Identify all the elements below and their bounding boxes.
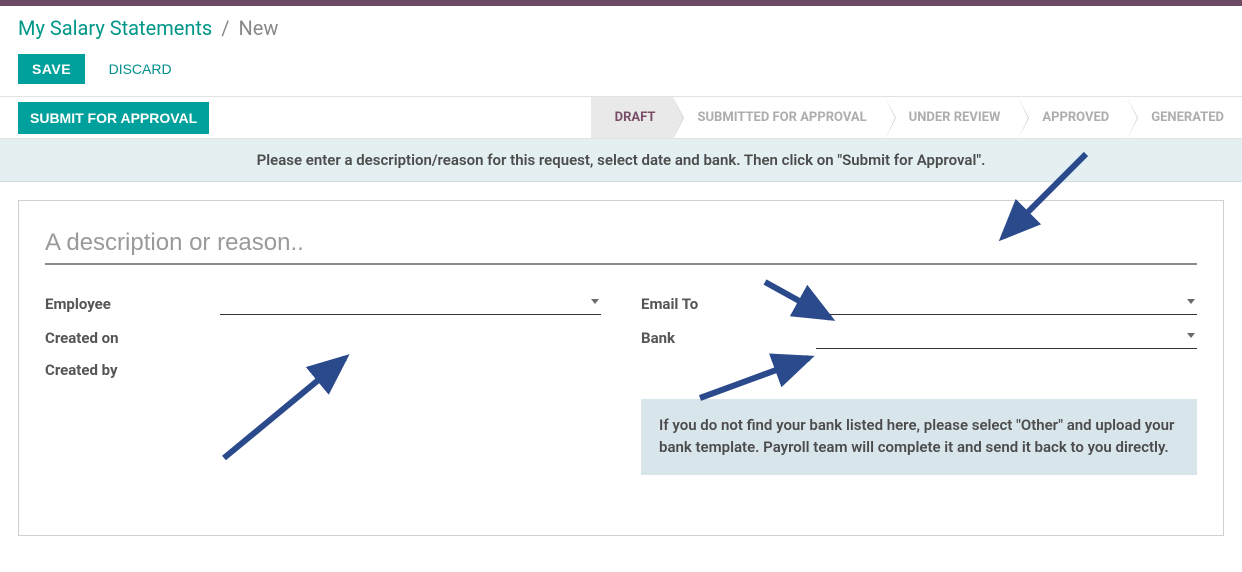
chevron-down-icon	[1187, 299, 1195, 304]
status-step-approved[interactable]: APPROVED	[1018, 97, 1127, 138]
form-grid: Employee Created on Created by Email To	[45, 293, 1197, 475]
created-on-label: Created on	[45, 327, 220, 347]
breadcrumb: My Salary Statements / New	[18, 16, 1224, 40]
breadcrumb-current: New	[238, 16, 278, 40]
employee-label: Employee	[45, 293, 220, 313]
submit-for-approval-button[interactable]: SUBMIT FOR APPROVAL	[18, 102, 209, 134]
instruction-banner: Please enter a description/reason for th…	[0, 139, 1242, 182]
status-step-draft[interactable]: DRAFT	[591, 97, 674, 138]
field-bank: Bank	[641, 327, 1197, 349]
bank-dropdown[interactable]	[816, 327, 1197, 349]
employee-dropdown[interactable]	[220, 293, 601, 315]
bank-info-box: If you do not find your bank listed here…	[641, 399, 1197, 475]
header: My Salary Statements / New SAVE DISCARD	[0, 6, 1242, 97]
save-button[interactable]: SAVE	[18, 54, 85, 84]
description-input[interactable]	[45, 225, 1197, 265]
status-step-generated[interactable]: GENERATED	[1127, 97, 1242, 138]
email-to-dropdown[interactable]	[816, 293, 1197, 315]
email-to-label: Email To	[641, 293, 816, 313]
chevron-down-icon	[1187, 333, 1195, 338]
status-step-submitted[interactable]: SUBMITTED FOR APPROVAL	[673, 97, 884, 138]
left-column: Employee Created on Created by	[45, 293, 601, 475]
status-steps: DRAFT SUBMITTED FOR APPROVAL UNDER REVIE…	[591, 97, 1242, 138]
right-column: Email To Bank If you do not find your ba…	[641, 293, 1197, 475]
chevron-down-icon	[591, 299, 599, 304]
field-email-to: Email To	[641, 293, 1197, 315]
field-employee: Employee	[45, 293, 601, 315]
header-buttons: SAVE DISCARD	[18, 54, 1224, 84]
field-created-by: Created by	[45, 359, 601, 379]
field-created-on: Created on	[45, 327, 601, 347]
created-by-label: Created by	[45, 359, 220, 379]
discard-button[interactable]: DISCARD	[95, 54, 186, 84]
breadcrumb-parent[interactable]: My Salary Statements	[18, 16, 212, 40]
status-step-under-review[interactable]: UNDER REVIEW	[885, 97, 1019, 138]
status-bar: SUBMIT FOR APPROVAL DRAFT SUBMITTED FOR …	[0, 97, 1242, 139]
form-sheet: Employee Created on Created by Email To	[18, 200, 1224, 536]
breadcrumb-separator: /	[221, 16, 229, 40]
bank-label: Bank	[641, 327, 816, 347]
